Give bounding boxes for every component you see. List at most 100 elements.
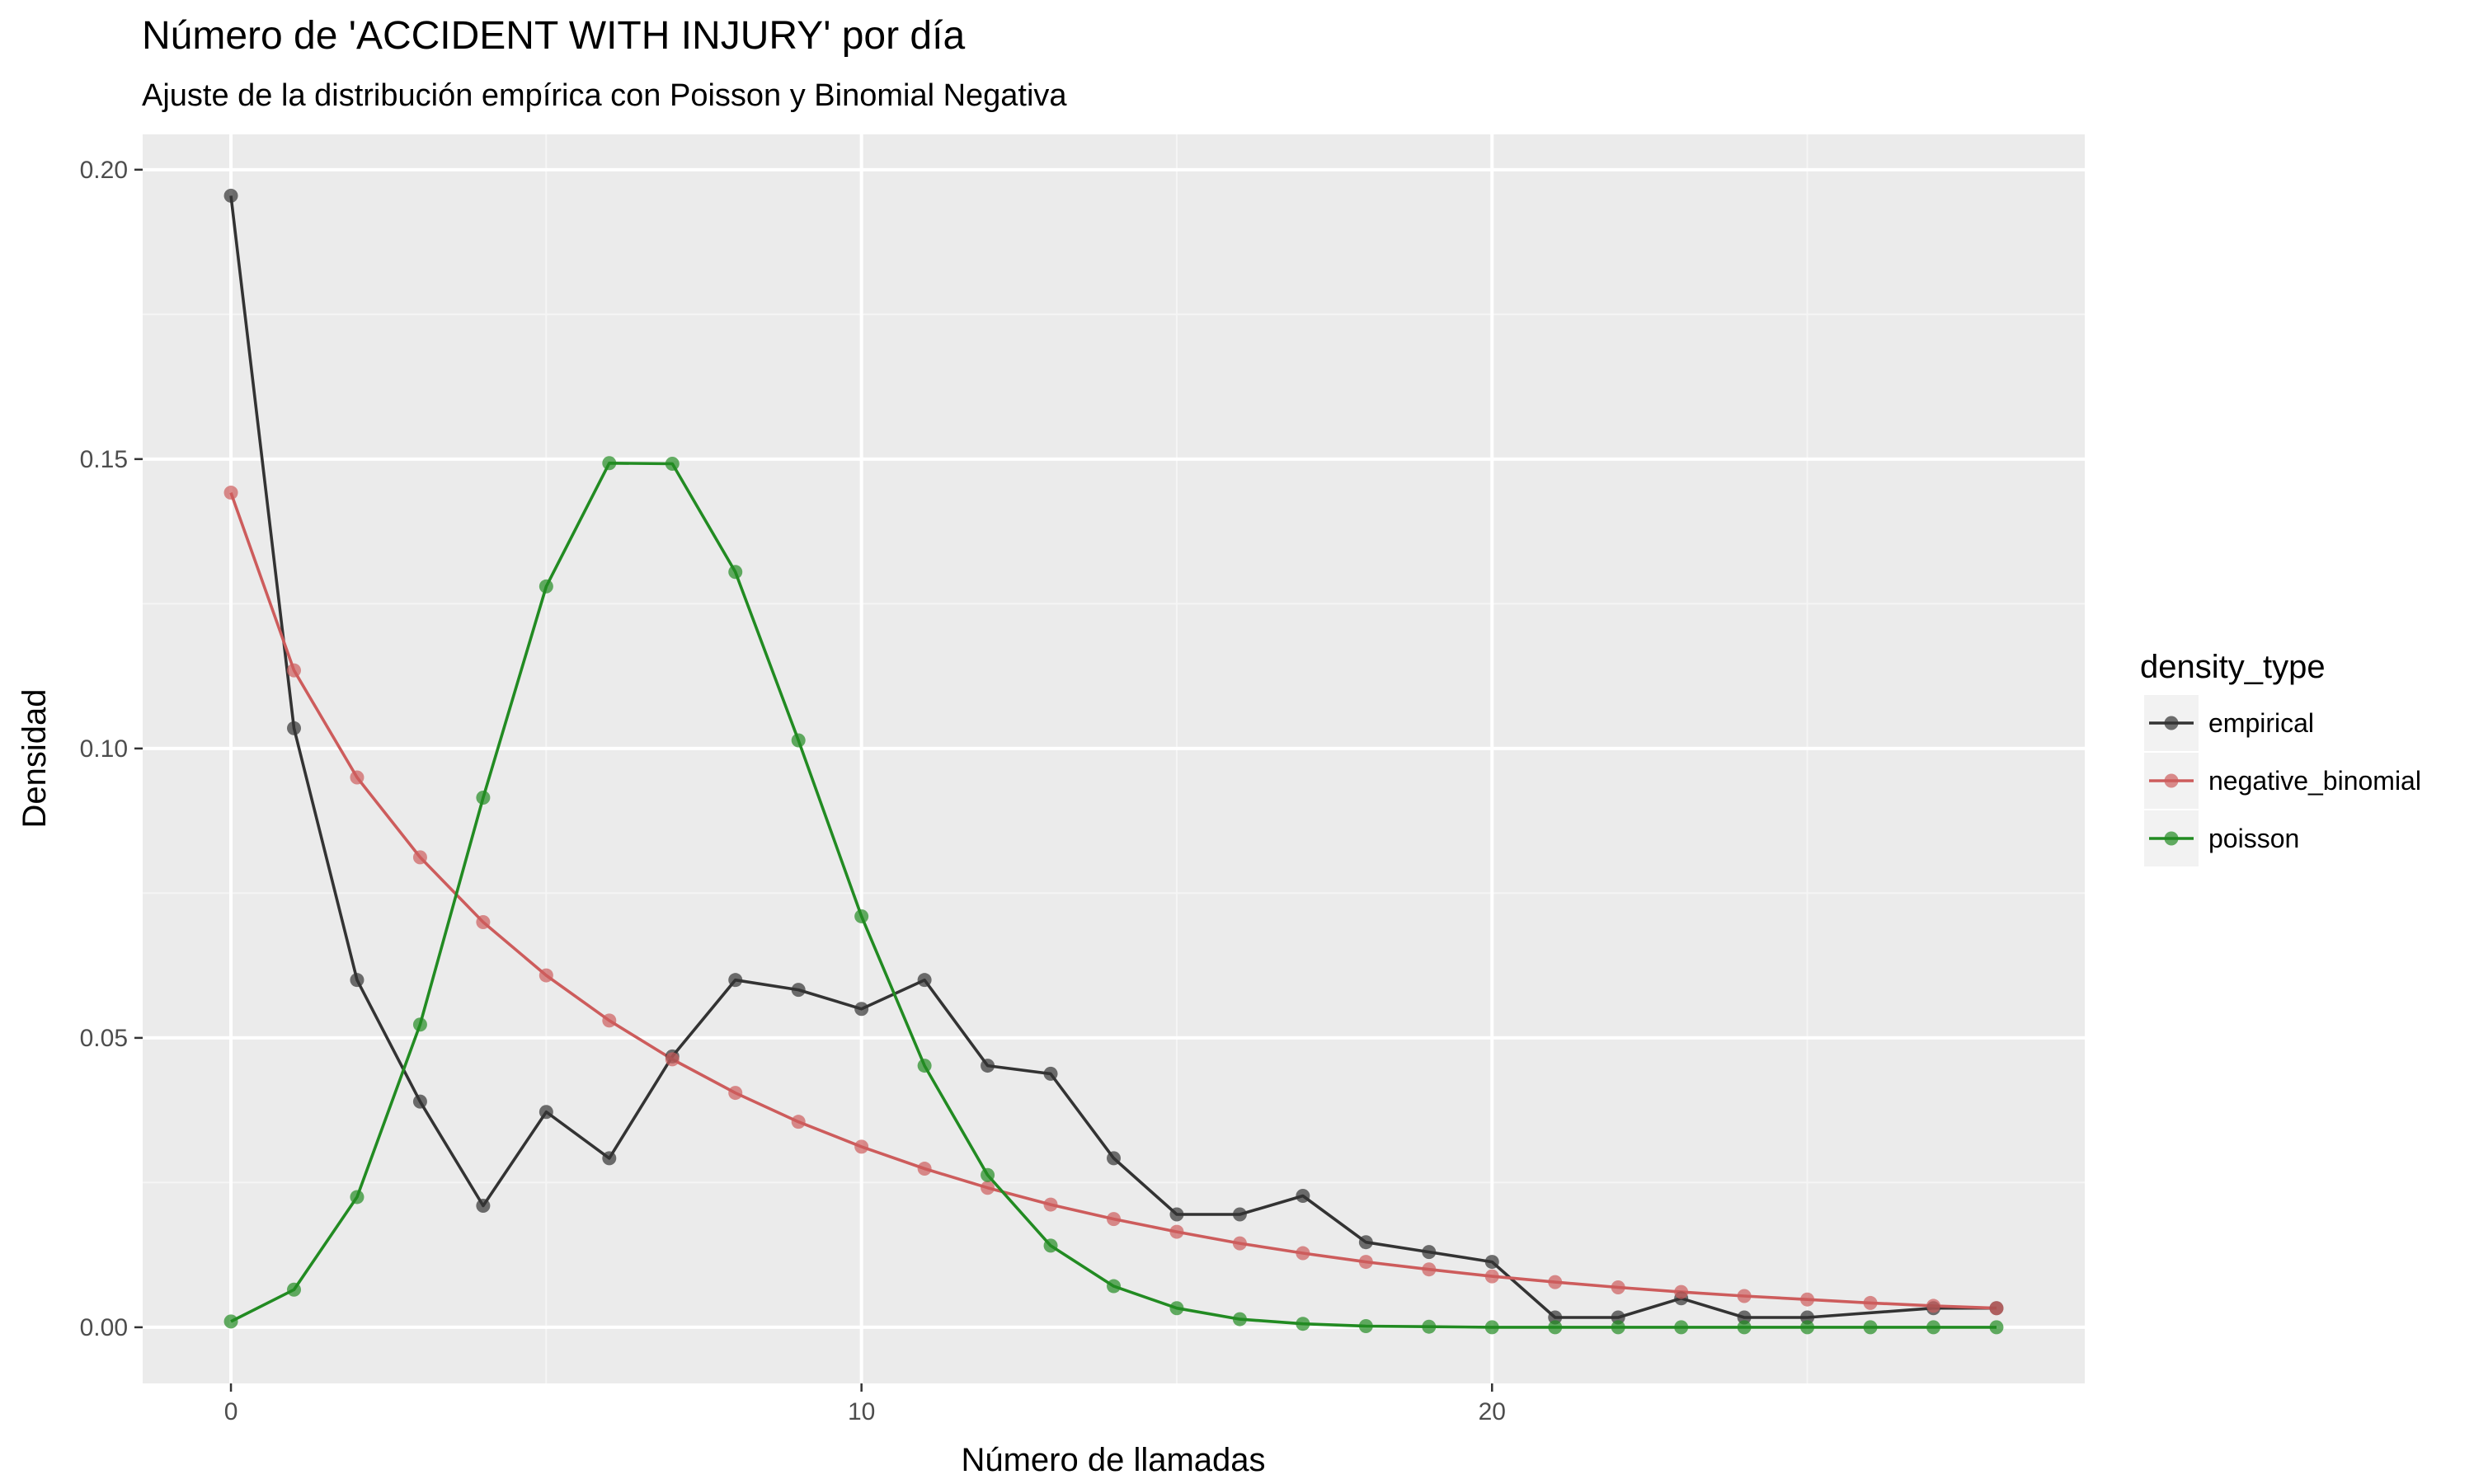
x-tick-label: 10	[848, 1398, 875, 1425]
chart-subtitle: Ajuste de la distribución empírica con P…	[142, 78, 1067, 113]
data-point-empirical	[1422, 1245, 1437, 1260]
data-point-negative_binomial	[1863, 1295, 1878, 1310]
data-point-empirical	[1358, 1235, 1373, 1250]
data-point-negative_binomial	[539, 968, 553, 983]
data-point-negative_binomial	[1169, 1224, 1184, 1239]
data-point-empirical	[1232, 1207, 1247, 1222]
data-point-poisson	[665, 456, 680, 471]
legend-key-point	[2164, 831, 2179, 846]
chart-title: Número de 'ACCIDENT WITH INJURY' por día	[142, 14, 966, 58]
legend-label-empirical: empirical	[2208, 708, 2314, 738]
legend-title: density_type	[2140, 649, 2326, 685]
data-point-empirical	[728, 973, 743, 988]
data-point-empirical	[223, 188, 238, 203]
data-point-poisson	[287, 1282, 302, 1297]
data-point-negative_binomial	[1422, 1262, 1437, 1277]
data-point-negative_binomial	[1674, 1284, 1689, 1299]
data-point-empirical	[791, 983, 806, 998]
legend-label-poisson: poisson	[2208, 824, 2299, 853]
data-point-negative_binomial	[1043, 1197, 1058, 1212]
data-point-negative_binomial	[476, 914, 491, 929]
data-point-poisson	[412, 1017, 427, 1032]
data-point-negative_binomial	[1296, 1246, 1310, 1261]
plot-panel	[143, 134, 2085, 1383]
data-point-empirical	[412, 1094, 427, 1109]
data-point-empirical	[287, 721, 302, 735]
tick-labels: 0 10 20 0.00 0.05 0.10 0.15 0.20	[80, 157, 1506, 1425]
data-point-empirical	[539, 1105, 553, 1120]
data-point-negative_binomial	[1737, 1289, 1752, 1303]
data-point-empirical	[981, 1059, 995, 1073]
data-point-poisson	[1611, 1320, 1625, 1335]
data-point-negative_binomial	[1989, 1301, 2004, 1316]
data-point-poisson	[1358, 1318, 1373, 1333]
data-point-empirical	[1800, 1310, 1815, 1325]
data-point-poisson	[1926, 1320, 1940, 1335]
data-point-poisson	[602, 456, 617, 471]
data-point-negative_binomial	[728, 1086, 743, 1101]
data-point-empirical	[1043, 1066, 1058, 1081]
x-tick-label: 0	[224, 1398, 238, 1425]
data-point-empirical	[1484, 1255, 1499, 1270]
data-point-negative_binomial	[412, 850, 427, 865]
data-point-poisson	[1169, 1301, 1184, 1316]
y-tick-label: 0.10	[80, 735, 128, 763]
data-point-poisson	[1548, 1320, 1563, 1335]
major-gridlines	[143, 134, 2085, 1383]
axis-ticks	[134, 168, 1493, 1392]
legend-key-point	[2164, 716, 2179, 730]
data-point-negative_binomial	[1800, 1292, 1815, 1307]
data-point-empirical	[1169, 1207, 1184, 1222]
data-point-poisson	[1484, 1320, 1499, 1335]
series-points	[223, 188, 2004, 1335]
data-point-poisson	[728, 565, 743, 580]
data-point-poisson	[1800, 1320, 1815, 1335]
y-tick-label: 0.20	[80, 157, 128, 184]
data-point-negative_binomial	[1107, 1212, 1121, 1227]
data-point-poisson	[1674, 1320, 1689, 1335]
data-point-negative_binomial	[854, 1139, 869, 1154]
data-point-poisson	[791, 733, 806, 748]
data-point-empirical	[602, 1151, 617, 1166]
legend-key-point	[2164, 773, 2179, 788]
legend-label-negative_binomial: negative_binomial	[2208, 766, 2421, 796]
data-point-negative_binomial	[665, 1052, 680, 1067]
y-axis-title: Densidad	[16, 688, 53, 828]
y-tick-label: 0.00	[80, 1314, 128, 1341]
data-point-negative_binomial	[602, 1013, 617, 1028]
data-point-poisson	[1863, 1320, 1878, 1335]
data-point-empirical	[1611, 1310, 1625, 1325]
data-point-negative_binomial	[981, 1181, 995, 1195]
y-tick-label: 0.05	[80, 1025, 128, 1052]
data-point-empirical	[1737, 1310, 1752, 1325]
data-point-poisson	[223, 1314, 238, 1329]
data-point-poisson	[1989, 1320, 2004, 1335]
data-point-empirical	[1296, 1189, 1310, 1204]
data-point-poisson	[539, 579, 553, 594]
x-tick-label: 20	[1479, 1398, 1506, 1425]
data-point-empirical	[476, 1198, 491, 1213]
data-point-poisson	[350, 1190, 365, 1205]
data-point-poisson	[854, 909, 869, 923]
data-point-poisson	[1737, 1320, 1752, 1335]
data-point-poisson	[917, 1059, 932, 1073]
data-point-empirical	[1548, 1310, 1563, 1325]
data-point-poisson	[1107, 1279, 1121, 1294]
legend: density_type empirical negative_binomialp…	[2140, 649, 2421, 866]
data-point-empirical	[854, 1002, 869, 1017]
data-point-empirical	[350, 973, 365, 988]
data-point-negative_binomial	[287, 663, 302, 678]
data-point-negative_binomial	[1232, 1236, 1247, 1251]
minor-gridlines	[143, 134, 2085, 1383]
data-point-empirical	[1107, 1151, 1121, 1166]
series-line-empirical	[229, 195, 1997, 1319]
data-point-poisson	[1422, 1319, 1437, 1334]
data-point-negative_binomial	[917, 1162, 932, 1176]
data-point-negative_binomial	[1358, 1255, 1373, 1270]
y-tick-label: 0.15	[80, 446, 128, 473]
data-point-poisson	[981, 1167, 995, 1182]
x-axis-title: Número de llamadas	[961, 1442, 1265, 1478]
data-point-poisson	[1296, 1317, 1310, 1331]
data-point-negative_binomial	[1611, 1280, 1625, 1294]
